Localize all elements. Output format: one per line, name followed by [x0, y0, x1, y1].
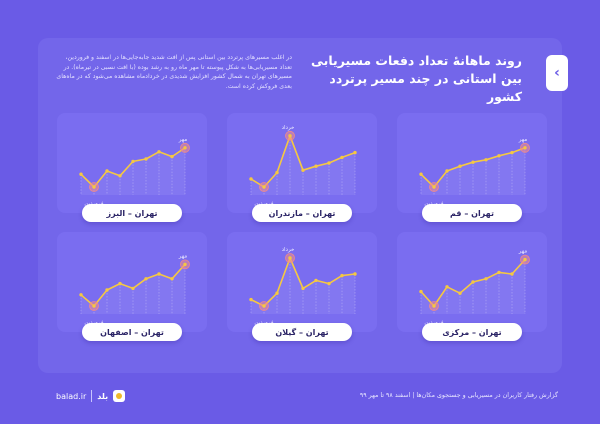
- area-fill: [251, 135, 355, 195]
- data-point: [353, 150, 357, 155]
- chart-card: فروردینخردادتهران – گیلان: [227, 232, 377, 341]
- data-point: [301, 286, 305, 291]
- data-point: [458, 164, 462, 168]
- line-chart: فروردینمهر: [419, 137, 530, 207]
- route-label: تهران – مرکزی: [422, 323, 522, 341]
- data-point: [327, 281, 331, 286]
- data-point: [275, 170, 279, 175]
- route-label: تهران – اصفهان: [82, 323, 182, 341]
- data-point: [314, 278, 318, 283]
- collapse-tab[interactable]: ‹: [546, 55, 568, 91]
- logo-divider: [91, 390, 93, 402]
- route-name: تهران – مرکزی: [442, 327, 502, 337]
- data-point: [144, 277, 148, 281]
- data-point: [131, 286, 135, 291]
- area-fill: [421, 147, 525, 195]
- route-name: تهران – مازندران: [268, 208, 336, 218]
- data-point: [340, 273, 344, 278]
- peak-label: مهر: [178, 253, 188, 259]
- pin-icon: [113, 390, 126, 402]
- page-title: روند ماهانهٔ تعداد دفعات مسیریابی بین اس…: [311, 53, 522, 104]
- data-point: [157, 150, 161, 154]
- data-point: [288, 134, 292, 138]
- brand-logo[interactable]: balad.ir بلد: [56, 390, 126, 402]
- data-point: [275, 291, 279, 295]
- route-label: تهران – مازندران: [252, 204, 352, 222]
- page-description: در اغلب مسیرهای پرتردد بین استانی پس از …: [56, 54, 292, 90]
- data-point: [249, 297, 253, 302]
- data-point: [484, 158, 488, 162]
- data-point: [170, 154, 174, 159]
- data-point: [249, 177, 253, 181]
- data-point: [432, 185, 436, 189]
- data-point: [523, 146, 527, 150]
- data-point: [353, 272, 357, 276]
- route-label: تهران – البرز: [82, 204, 182, 222]
- data-point: [105, 169, 109, 173]
- data-point: [314, 164, 318, 168]
- data-point: [327, 161, 331, 165]
- line-chart: فروردینمهر: [79, 253, 190, 326]
- data-point: [183, 146, 187, 150]
- data-point: [157, 272, 161, 276]
- route-name: تهران – اصفهان: [100, 327, 164, 337]
- line-chart: فروردینمهر: [419, 249, 530, 326]
- brand-name: بلد: [97, 391, 109, 401]
- data-point: [497, 154, 501, 158]
- data-point: [79, 172, 83, 176]
- peak-label: مهر: [518, 249, 528, 255]
- data-point: [419, 172, 423, 176]
- data-point: [118, 281, 122, 286]
- data-point: [183, 262, 187, 267]
- route-label: تهران – قم: [422, 204, 522, 222]
- route-name: تهران – البرز: [106, 208, 158, 218]
- route-name: تهران – گیلان: [275, 327, 329, 337]
- data-point: [340, 155, 344, 160]
- chart-card: فروردینمهرتهران – البرز: [57, 113, 207, 222]
- chart-card: فروردینمهرتهران – قم: [397, 113, 547, 222]
- data-point: [79, 293, 83, 297]
- chart-card: فروردینمهرتهران – مرکزی: [397, 232, 547, 341]
- data-point: [92, 185, 96, 189]
- data-point: [419, 289, 423, 294]
- chart-card: فروردینخردادتهران – مازندران: [227, 113, 377, 222]
- route-name: تهران – قم: [450, 208, 494, 218]
- line-chart: فروردینخرداد: [249, 247, 357, 326]
- chart-card: فروردینمهرتهران – اصفهان: [57, 232, 207, 341]
- data-point: [131, 159, 135, 164]
- data-point: [471, 160, 475, 164]
- peak-label: خرداد: [282, 247, 295, 253]
- data-point: [445, 285, 449, 289]
- peak-label: مهر: [178, 137, 188, 143]
- peak-label: مهر: [518, 137, 528, 143]
- route-label: تهران – گیلان: [252, 323, 352, 341]
- data-point: [262, 185, 266, 189]
- data-point: [523, 257, 527, 262]
- area-fill: [81, 147, 185, 195]
- line-chart: فروردینمهر: [79, 137, 190, 207]
- data-point: [105, 288, 109, 292]
- data-point: [92, 304, 96, 308]
- data-point: [497, 270, 501, 275]
- line-chart: فروردینخرداد: [249, 125, 357, 207]
- site-url: balad.ir: [56, 391, 87, 401]
- data-point: [118, 174, 122, 178]
- chevron-left-icon: ‹: [554, 65, 560, 81]
- area-fill: [251, 258, 355, 314]
- footer-text: گزارش رفتار کاربران در مسیریابی و جستجوی…: [359, 392, 558, 399]
- data-point: [484, 277, 488, 281]
- data-point: [471, 280, 475, 284]
- data-point: [170, 277, 174, 281]
- data-point: [510, 272, 514, 276]
- data-point: [432, 304, 436, 308]
- data-point: [288, 256, 292, 260]
- data-point: [445, 169, 449, 173]
- data-point: [510, 150, 514, 155]
- data-point: [301, 168, 305, 172]
- data-point: [144, 157, 148, 161]
- data-point: [262, 304, 266, 308]
- peak-label: خرداد: [282, 125, 295, 131]
- data-point: [458, 291, 462, 295]
